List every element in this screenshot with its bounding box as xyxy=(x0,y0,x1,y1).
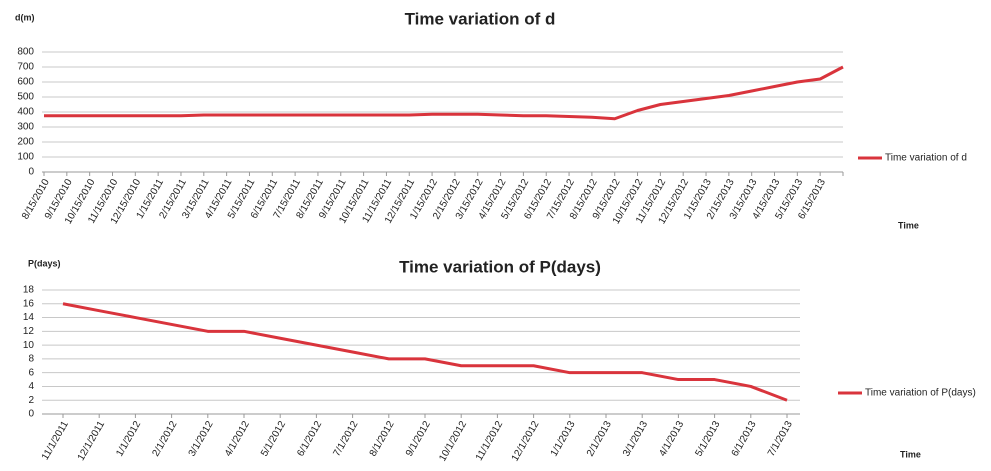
x-axis-label: Time xyxy=(898,220,919,230)
x-tick-label: 2/1/2012 xyxy=(150,419,179,459)
x-tick-label: 8/1/2012 xyxy=(368,419,397,459)
x-tick-label: 10/1/2012 xyxy=(437,419,469,463)
x-tick-label: 4/1/2013 xyxy=(657,419,686,459)
x-tick-label: 5/1/2013 xyxy=(693,419,722,459)
y-tick-label: 2 xyxy=(28,395,34,406)
y-tick-label: 500 xyxy=(17,92,34,103)
x-tick-label: 12/1/2012 xyxy=(510,419,542,463)
x-tick-label: 3/1/2013 xyxy=(621,419,650,459)
y-tick-label: 6 xyxy=(28,367,34,378)
x-tick-label: 5/1/2012 xyxy=(259,419,288,459)
x-tick-label: 6/1/2013 xyxy=(730,419,759,459)
x-tick-label: 1/1/2013 xyxy=(549,419,578,459)
chart-title: Time variation of d xyxy=(405,9,556,28)
y-tick-label: 14 xyxy=(23,312,35,323)
chart-title: Time variation of P(days) xyxy=(399,257,601,276)
y-tick-label: 8 xyxy=(28,354,34,365)
y-tick-label: 0 xyxy=(28,409,34,420)
x-tick-label: 6/1/2012 xyxy=(295,419,324,459)
y-tick-label: 200 xyxy=(17,137,34,148)
y-tick-label: 100 xyxy=(17,152,34,163)
y-tick-label: 300 xyxy=(17,122,34,133)
legend-label: Time variation of d xyxy=(885,153,967,164)
y-tick-label: 10 xyxy=(23,340,35,351)
data-line xyxy=(44,65,844,121)
x-tick-label: 4/1/2012 xyxy=(223,419,252,459)
y-tick-label: 16 xyxy=(23,298,35,309)
x-tick-label: 11/1/2012 xyxy=(474,419,506,463)
x-tick-label: 1/1/2012 xyxy=(114,419,143,459)
y-tick-label: 700 xyxy=(17,62,34,73)
x-tick-label: 7/1/2013 xyxy=(766,419,795,459)
x-tick-label: 2/1/2013 xyxy=(585,419,614,459)
x-tick-label: 7/1/2012 xyxy=(331,419,360,459)
legend-label: Time variation of P(days) xyxy=(865,388,976,399)
y-tick-label: 18 xyxy=(23,285,35,296)
data-line xyxy=(62,302,788,402)
y-tick-label: 12 xyxy=(23,326,35,337)
x-tick-label: 9/1/2012 xyxy=(404,419,433,459)
y-tick-label: 4 xyxy=(28,381,34,392)
y-tick-label: 600 xyxy=(17,77,34,88)
y-tick-label: 400 xyxy=(17,107,34,118)
y-axis-label: P(days) xyxy=(28,258,61,268)
x-axis-label: Time xyxy=(900,449,921,459)
x-tick-label: 11/1/2011 xyxy=(40,419,71,462)
x-tick-label: 12/1/2011 xyxy=(76,419,108,463)
y-tick-label: 0 xyxy=(28,167,34,178)
y-tick-label: 800 xyxy=(17,47,34,58)
y-axis-label: d(m) xyxy=(15,12,35,22)
x-tick-label: 3/1/2012 xyxy=(187,419,216,459)
